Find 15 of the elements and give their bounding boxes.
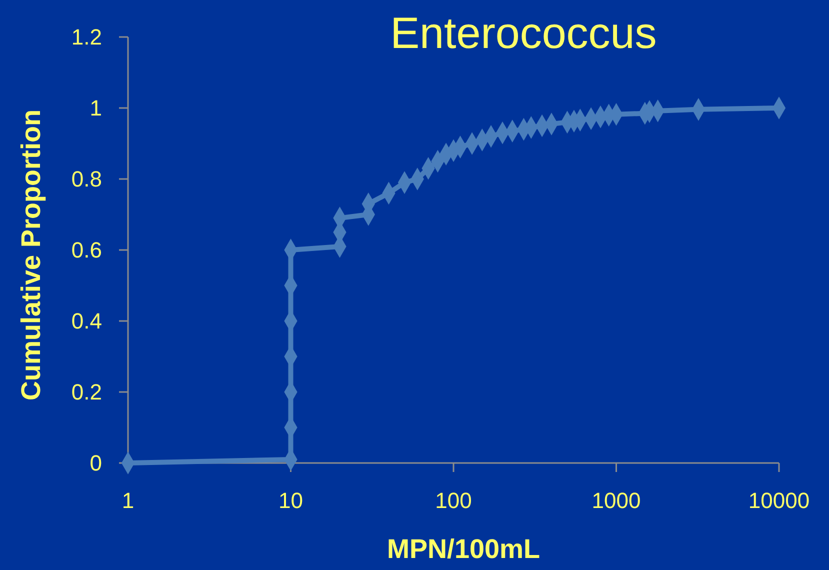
- y-tick-label: 0.6: [71, 238, 102, 263]
- y-tick-label: 1.2: [71, 24, 102, 50]
- y-tick-label: 0.4: [71, 308, 102, 334]
- y-tick-label: 0.8: [71, 166, 102, 192]
- y-tick-label: 0.2: [71, 380, 102, 405]
- y-axis-title: Cumulative Proportion: [16, 109, 46, 401]
- x-axis-title: MPN/100mL: [386, 534, 540, 564]
- chart-title: Enterococcus: [390, 9, 657, 58]
- x-tick-label: 10: [278, 488, 303, 513]
- y-tick-label: 0: [90, 450, 102, 476]
- y-tick-label: 1: [90, 96, 102, 121]
- x-tick-label: 100: [435, 488, 472, 513]
- x-tick-label: 1: [122, 488, 134, 513]
- x-tick-label: 10000: [748, 488, 810, 513]
- x-tick-label: 1000: [592, 488, 641, 513]
